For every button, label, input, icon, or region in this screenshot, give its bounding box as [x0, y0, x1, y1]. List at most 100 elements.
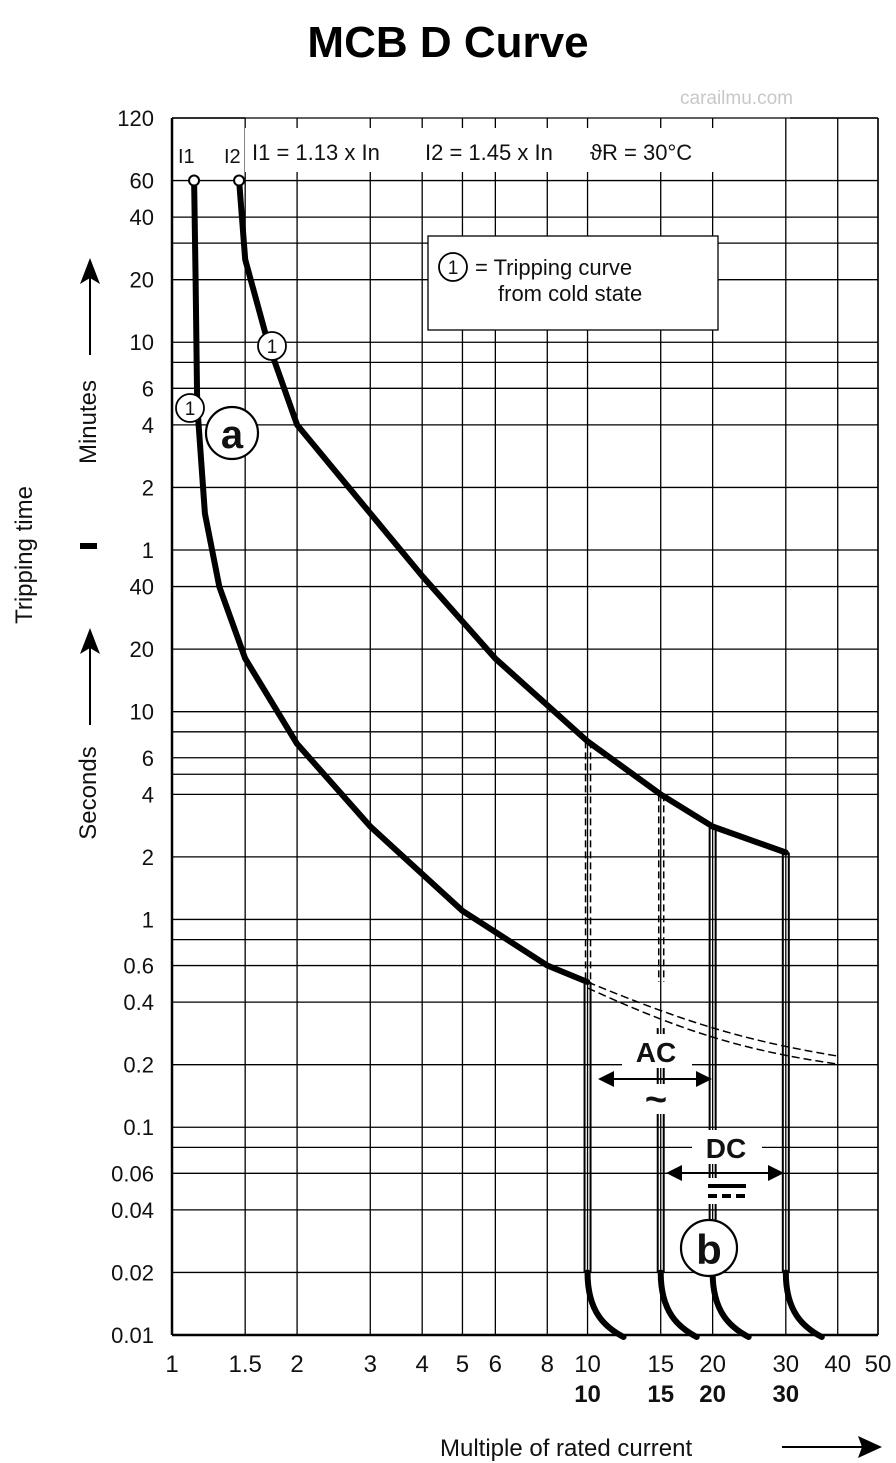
legend-text-1: = Tripping curve — [475, 255, 632, 280]
legend-marker-text: 1 — [448, 258, 459, 279]
x-tick-label-bold: 30 — [772, 1381, 799, 1408]
x-tick-label: 8 — [541, 1351, 554, 1378]
seconds-arrow-head — [80, 628, 100, 654]
x-tick-label-bold: 15 — [647, 1381, 674, 1408]
y-tick-label: 0.2 — [123, 1053, 154, 1078]
i2-formula: I2 = 1.45 x In — [425, 140, 553, 165]
y-axis-label: Tripping time — [11, 486, 38, 624]
zone-b-circle — [679, 1218, 739, 1278]
grid — [170, 117, 879, 1337]
curve-marker-text: 1 — [267, 337, 278, 358]
i2-label: I2 — [224, 146, 241, 168]
dashed-extension-2 — [587, 987, 838, 1065]
x-tick-label: 15 — [647, 1351, 674, 1378]
y-tick-label: 0.06 — [111, 1161, 154, 1186]
y-tick-label: 10 — [130, 700, 154, 725]
curve-marker-text: 1 — [185, 399, 196, 420]
y-tick-label: 0.1 — [123, 1115, 154, 1140]
y-tick-label: 20 — [130, 268, 154, 293]
y-tick-label: 6 — [142, 746, 154, 771]
zone-a-circle — [204, 405, 260, 461]
curve-marker-circle — [257, 331, 287, 361]
x-tick-label: 40 — [824, 1351, 851, 1378]
minutes-label: Minutes — [75, 380, 102, 464]
y-tick-label: 120 — [117, 106, 154, 131]
x-tick-label: 6 — [489, 1351, 502, 1378]
upper-curve — [236, 177, 789, 856]
x-tick-label-bold: 20 — [699, 1381, 726, 1408]
y-tick-label: 0.4 — [123, 990, 154, 1015]
y-tick-label: 1 — [142, 538, 154, 563]
ac-label-bg — [622, 1034, 692, 1068]
hook-curve — [782, 1269, 825, 1340]
i2-point — [233, 174, 246, 187]
i1-label: I1 — [178, 146, 195, 168]
y-tick-label: 1 — [142, 907, 154, 932]
x-axis-arrow-head — [858, 1436, 882, 1458]
dc-symbol-solid — [708, 1184, 746, 1188]
dc-symbol-dash — [736, 1194, 745, 1198]
x-tick-label-bold: 10 — [574, 1381, 601, 1408]
y-tick-label: 4 — [142, 782, 154, 807]
dc-label-bg — [692, 1130, 762, 1164]
annotations: I1 I2 I1 = 1.13 x In I2 = 1.45 x In ϑR = 30°… — [175, 140, 784, 1278]
watermark: carailmu.com — [680, 88, 793, 109]
y-tick-label: 40 — [130, 575, 154, 600]
ac-symbol: ~ — [645, 1079, 667, 1121]
ac-symbol-bg — [632, 1084, 680, 1114]
legend-marker-circle — [438, 252, 468, 282]
legend-box — [427, 235, 719, 331]
ac-label: AC — [636, 1037, 676, 1068]
y-axis-bar — [80, 543, 97, 549]
curve-marker-circle — [175, 393, 205, 423]
hook-curve — [657, 1269, 700, 1340]
temp-label: ϑR = 30°C — [590, 140, 692, 165]
x-tick-label: 1 — [165, 1351, 178, 1378]
dc-arrow-left — [666, 1165, 682, 1181]
y-tick-label: 4 — [142, 413, 154, 438]
x-tick-label: 2 — [290, 1351, 303, 1378]
x-tick-label: 20 — [699, 1351, 726, 1378]
x-tick-label: 1.5 — [228, 1351, 261, 1378]
x-tick-label: 3 — [364, 1351, 377, 1378]
zone-b-label: b — [696, 1226, 722, 1273]
dc-label: DC — [706, 1133, 746, 1164]
dashed-extension-1 — [587, 981, 838, 1057]
x-axis-label: Multiple of rated current — [440, 1435, 692, 1462]
y-tick-label: 0.04 — [111, 1198, 154, 1223]
minutes-arrow-head — [80, 258, 100, 284]
hook-curve — [709, 1269, 752, 1340]
lower-curve — [191, 177, 591, 985]
x-tick-label: 50 — [865, 1351, 892, 1378]
y-tick-label: 0.02 — [111, 1260, 154, 1285]
y-tick-label: 0.01 — [111, 1323, 154, 1348]
y-tick-label: 2 — [142, 845, 154, 870]
y-tick-label: 40 — [130, 205, 154, 230]
y-tick-label: 20 — [130, 637, 154, 662]
hook-curve — [584, 1269, 627, 1340]
y-tick-label: 10 — [130, 330, 154, 355]
y-tick-label: 6 — [142, 376, 154, 401]
curves — [191, 177, 838, 1340]
x-tick-label: 10 — [574, 1351, 601, 1378]
chart-title: MCB D Curve — [307, 18, 589, 67]
dc-arrow-right — [768, 1165, 784, 1181]
formula-box-bg — [245, 128, 715, 172]
ac-arrow-right — [696, 1071, 712, 1087]
x-tick-label: 5 — [456, 1351, 469, 1378]
x-tick-label: 30 — [772, 1351, 799, 1378]
i1-point — [188, 174, 201, 187]
x-tick-label: 4 — [416, 1351, 429, 1378]
y-tick-label: 2 — [142, 475, 154, 500]
dc-symbol-dash — [708, 1194, 717, 1198]
y-tick-label: 0.6 — [123, 954, 154, 979]
seconds-label: Seconds — [75, 746, 102, 839]
ac-arrow-left — [598, 1071, 614, 1087]
y-tick-label: 60 — [130, 169, 154, 194]
dc-symbol-dash — [722, 1194, 731, 1198]
dc-symbol-bg — [700, 1178, 752, 1204]
zone-a-label: a — [221, 413, 244, 457]
i1-formula: I1 = 1.13 x In — [252, 140, 380, 165]
tick-labels: 12060402010642140201064210.60.40.20.10.0… — [11, 106, 891, 1462]
